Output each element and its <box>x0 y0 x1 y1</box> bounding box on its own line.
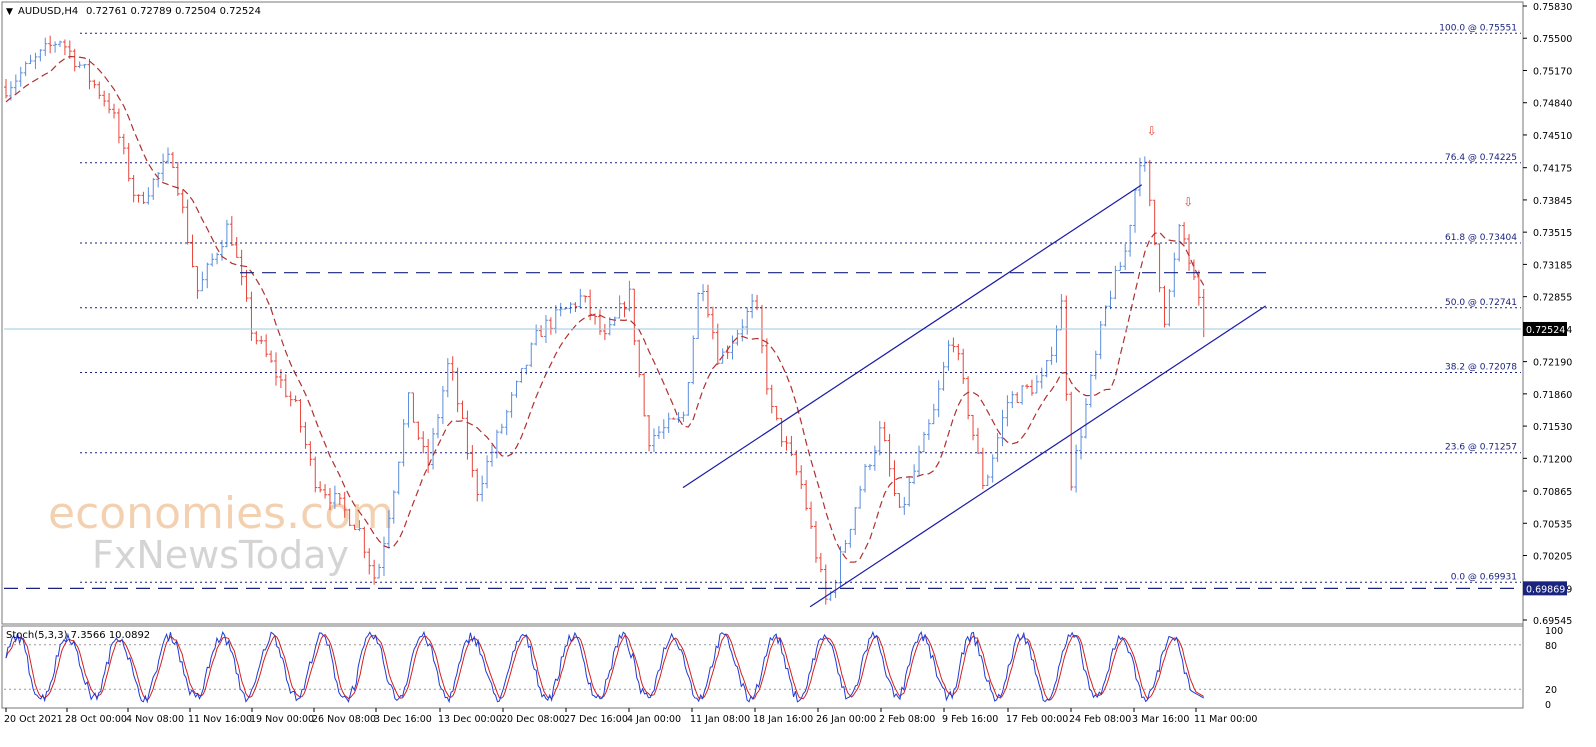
time-tick-label: 9 Feb 16:00 <box>942 714 998 725</box>
moving-average-line <box>5 55 1205 563</box>
collapse-arrow-icon[interactable]: ▼ <box>6 7 13 17</box>
price-tick-label: 0.72855 <box>1533 293 1572 304</box>
time-tick-label: 11 Mar 00:00 <box>1194 714 1257 725</box>
time-tick-label: 4 Nov 08:00 <box>126 714 184 725</box>
time-tick-label: 20 Dec 08:00 <box>501 714 565 725</box>
stochastic-layer: 100 80 20 0 <box>4 626 1563 711</box>
stoch-signal-line <box>5 633 1204 701</box>
fib-level-label: 100.0 @ 0.75551 <box>1439 23 1517 33</box>
stoch-axis-label: 0 <box>1545 700 1551 711</box>
level-price-tag <box>1523 581 1567 596</box>
price-tick-label: 0.73185 <box>1533 260 1572 271</box>
time-tick-label: 28 Oct 00:00 <box>65 714 127 725</box>
price-tick-label: 0.74510 <box>1533 131 1572 142</box>
price-tick-label: 0.75170 <box>1533 66 1572 77</box>
price-tick-label: 0.71860 <box>1533 390 1572 401</box>
price-tick-label: 0.75500 <box>1533 34 1572 45</box>
reversal-arrow-icon: ⇩ <box>1183 195 1193 209</box>
time-tick-label: 26 Nov 08:00 <box>312 714 376 725</box>
time-tick-label: 24 Feb 08:00 <box>1069 714 1131 725</box>
time-tick-label: 18 Jan 16:00 <box>753 714 813 725</box>
fib-level-label: 38.2 @ 0.72078 <box>1445 363 1517 373</box>
fib-level-label: 23.6 @ 0.71257 <box>1445 443 1517 453</box>
price-tick-label: 0.70865 <box>1533 487 1572 498</box>
watermark-fxnewstoday: FxNewsToday <box>92 533 349 577</box>
fib-level-label: 61.8 @ 0.73404 <box>1445 233 1517 243</box>
price-tick-label: 0.69545 <box>1533 616 1572 627</box>
time-tick-label: 11 Nov 16:00 <box>188 714 252 725</box>
current-price-tag <box>1523 321 1567 336</box>
stoch-axis-label: 20 <box>1545 685 1557 696</box>
time-tick-label: 3 Mar 16:00 <box>1132 714 1189 725</box>
time-tick-label: 26 Jan 00:00 <box>816 714 876 725</box>
price-tick-label: 0.70205 <box>1533 552 1572 563</box>
axis-layer: 0.75830 0.75500 0.75170 0.74840 0.74510 0.741… <box>4 2 1572 725</box>
time-tick-label: 27 Dec 16:00 <box>564 714 628 725</box>
time-tick-label: 20 Oct 2021 <box>4 714 63 725</box>
fib-level-label: 50.0 @ 0.72741 <box>1445 298 1517 308</box>
channel-upper-line[interactable] <box>682 184 1143 489</box>
time-tick-label: 2 Feb 08:00 <box>879 714 935 725</box>
price-tick-label: 0.73845 <box>1533 196 1572 207</box>
price-tick-label: 0.74840 <box>1533 99 1572 110</box>
time-tick-label: 3 Dec 16:00 <box>374 714 432 725</box>
price-tick-label: 0.72190 <box>1533 358 1572 369</box>
level-price-tag-text: 0.69869 <box>1526 584 1565 595</box>
price-layer: ⇩⇩ <box>4 35 1206 605</box>
price-tick-label: 0.75830 <box>1533 2 1572 13</box>
time-tick-label: 13 Dec 00:00 <box>438 714 502 725</box>
price-tick-label: 0.73515 <box>1533 228 1572 239</box>
time-tick-label: 4 Jan 00:00 <box>627 714 681 725</box>
time-tick-label: 17 Feb 00:00 <box>1006 714 1068 725</box>
price-tick-label: 0.74175 <box>1533 164 1572 175</box>
time-tick-label: 19 Nov 00:00 <box>250 714 314 725</box>
stoch-axis-label: 80 <box>1545 641 1557 652</box>
channel-lower-line[interactable] <box>809 305 1267 608</box>
stoch-main-line <box>5 630 1204 704</box>
current-price-tag-text: 0.72524 <box>1526 325 1565 336</box>
overlay-layer: 100.0 @ 0.75551 76.4 @ 0.74225 61.8 @ 0.73… <box>4 23 1521 608</box>
reversal-arrow-icon: ⇩ <box>1147 124 1157 138</box>
watermark-economies: economies.com <box>48 488 394 539</box>
price-tick-label: 0.71530 <box>1533 422 1572 433</box>
time-tick-label: 11 Jan 08:00 <box>690 714 750 725</box>
price-tick-label: 0.70535 <box>1533 519 1572 530</box>
chart-symbol: AUDUSD,H4 <box>18 6 78 17</box>
chart-ohlc: 0.72761 0.72789 0.72504 0.72524 <box>86 6 261 17</box>
price-tick-label: 0.71200 <box>1533 454 1572 465</box>
stochastic-label: Stoch(5,3,3) 7.3566 10.0892 <box>6 630 150 641</box>
fib-level-label: 76.4 @ 0.74225 <box>1445 153 1517 163</box>
stoch-axis-label: 100 <box>1545 626 1563 637</box>
fib-level-label: 0.0 @ 0.69931 <box>1451 572 1517 582</box>
